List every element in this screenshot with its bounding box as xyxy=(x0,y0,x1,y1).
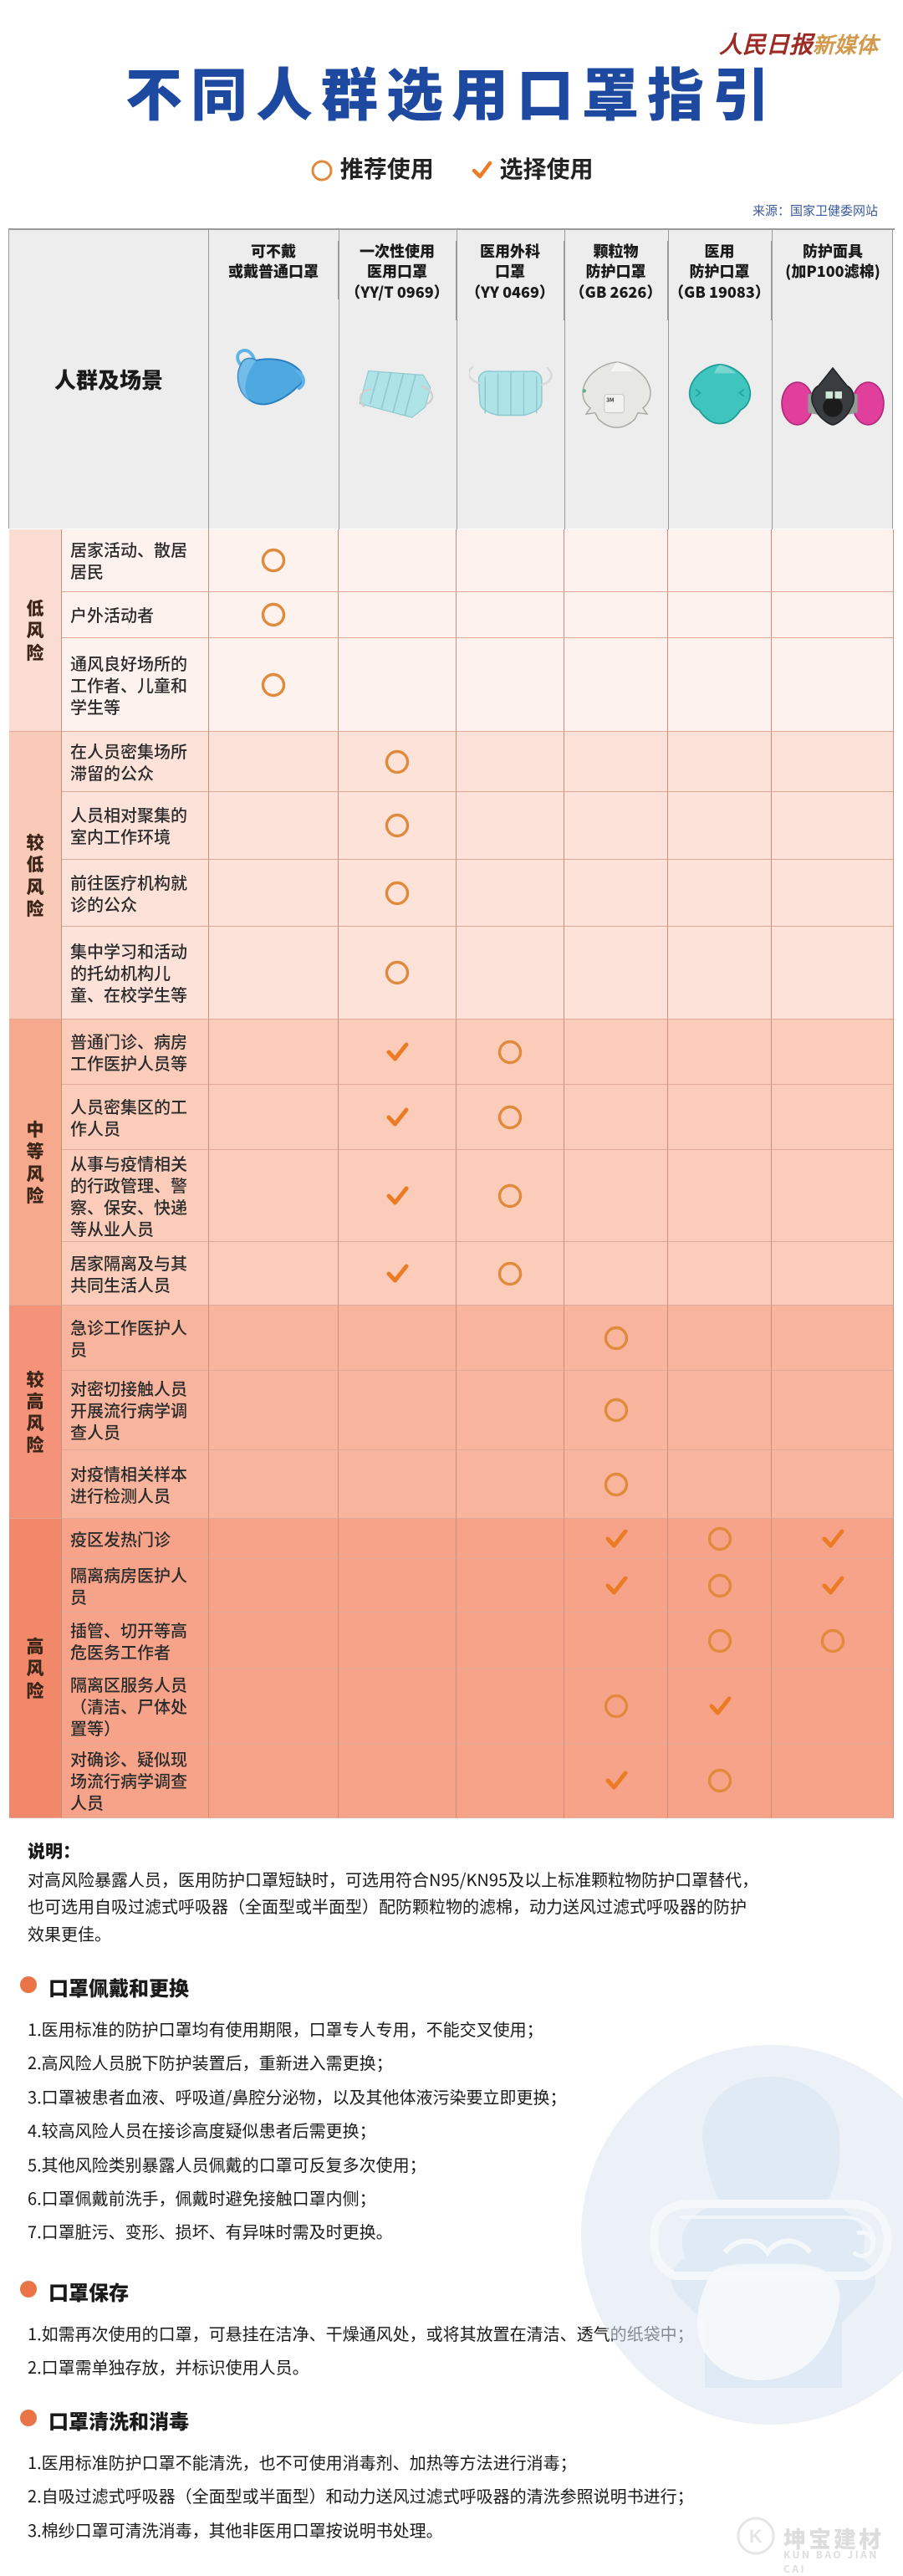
svg-text:K: K xyxy=(749,2526,763,2547)
svg-text:3M: 3M xyxy=(606,395,614,403)
